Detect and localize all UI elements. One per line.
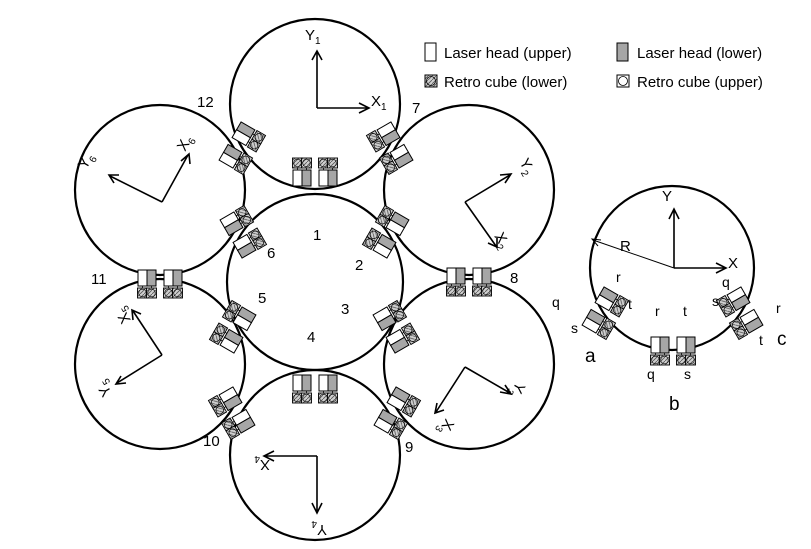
frame-5: Y5 X5 [93,303,163,400]
frame-1-y-label: Y1 [305,27,321,47]
detail-c-r: r [776,300,781,316]
interface-lowerleft-upperleft [137,269,183,299]
joint-label-12: 12 [197,94,214,111]
frame-6-y-label: Y6 [75,150,100,174]
interface-bottom-lowerleft [207,386,256,441]
center-label-1: 1 [313,227,321,244]
legend-retro-lower-label: Retro cube (lower) [444,74,567,91]
laser-upper-swatch [424,42,437,62]
interface-center-top [292,157,338,187]
frame-6: Y6 X6 [75,132,199,203]
detail-c-q: q [722,274,730,290]
center-label-4: 4 [307,329,315,346]
detail-group-a-units [581,286,630,341]
frame-6-x-label: X6 [174,132,199,156]
detail-c-t: t [759,332,763,348]
detail-c-s: s [712,293,719,309]
legend-retro-upper-label: Retro cube (upper) [637,74,763,91]
detail-b-s: s [684,366,691,382]
frame-2-y-label: Y2 [513,156,538,180]
frame-3-x-label: X3 [432,415,457,439]
circles [73,17,756,542]
bottom-circle [228,368,402,542]
center-label-6: 6 [267,245,275,262]
detail-group-a: a [585,346,596,367]
detail-x-label: X [728,255,738,272]
upper-right-circle [382,103,556,277]
detail-group-c-units [715,286,764,341]
joint-label-7: 7 [412,100,420,117]
frame-3-y-label: Y3 [503,378,528,402]
top-circle [228,17,402,191]
detail-a-t: t [628,296,632,312]
joint-labels: 7 8 9 10 11 12 [91,94,518,456]
detail-frame: Y X R [590,188,738,274]
joint-label-8: 8 [510,270,518,287]
detail-r-label: R [620,238,631,255]
retro-lower-swatch [424,74,438,88]
detail-group-b-units [650,336,696,366]
interface-upperright-lowerright [446,267,492,297]
joint-label-10: 10 [203,433,220,450]
retro-upper-swatch [616,74,630,88]
detail-a-s: s [571,320,578,336]
joint-label-9: 9 [405,439,413,456]
interface-upperleft-top [218,121,267,176]
detail-b-r: r [655,303,660,319]
lower-left-circle [73,277,247,451]
laser-lower-swatch [616,42,629,62]
detail-circle [588,184,756,352]
detail-a-r: r [616,269,621,285]
upper-left-circle [73,103,247,277]
legend-laser-lower-label: Laser head (lower) [637,45,762,62]
detail-a-q: q [552,294,560,310]
legend-laser-upper-label: Laser head (upper) [444,45,572,62]
interface-center-upper-right [361,204,410,259]
interface-center-lower-left [208,299,257,354]
interface-center-bottom [292,374,338,404]
frame-1: Y1 X1 [305,27,387,114]
detail-b-q: q [647,366,655,382]
lower-right-circle [382,277,556,451]
interface-top-upper-right [365,121,414,176]
joint-label-11: 11 [91,271,107,288]
detail-group-c: c [777,329,787,350]
frame-4-y-label: Y4 [311,518,327,538]
frame-5-y-label: Y5 [93,376,118,400]
frame-1-x-label: X1 [371,93,387,113]
center-label-3: 3 [341,301,349,318]
frame-2-x-label: X2 [488,230,513,254]
center-label-2: 2 [355,257,363,274]
interface-center-upper-left [219,204,268,259]
legend: Laser head (upper) Laser head (lower) Re… [424,42,763,91]
detail-group-b: b [669,394,680,415]
interface-center-lower-right [372,299,421,354]
hardware-layer [137,121,764,441]
center-labels: 1 2 3 4 5 6 [258,227,363,346]
frame-2: Y2 X2 [464,156,538,254]
frame-5-x-label: X5 [112,303,137,327]
frame-4: Y4 X4 [254,450,327,538]
detail-b-t: t [683,303,687,319]
center-label-5: 5 [258,290,266,307]
detail-y-label: Y [662,188,672,205]
frame-4-x-label: X4 [254,453,270,473]
interface-lowerright-bottom [373,386,422,441]
detail-letters: q r s t r t q s q r s t a b c [552,269,787,415]
frame-3: Y3 X3 [432,366,528,439]
